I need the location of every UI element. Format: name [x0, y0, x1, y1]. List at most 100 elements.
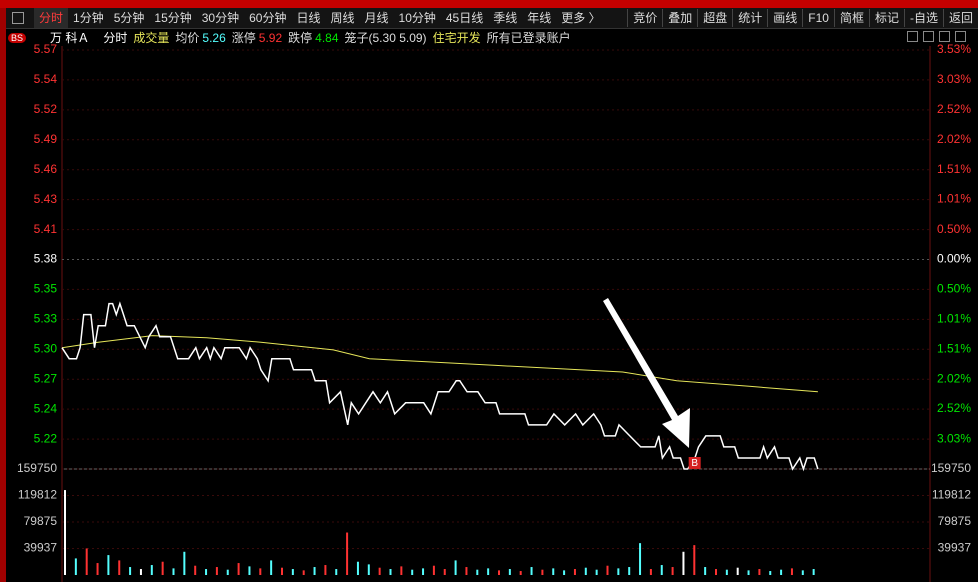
tool-button[interactable]: 简框	[833, 9, 869, 27]
window-icons	[907, 31, 966, 42]
y-tick-label: 5.41	[34, 222, 58, 236]
y-tick-label: 5.33	[34, 312, 58, 326]
period-tab[interactable]: 年线	[527, 11, 552, 25]
period-tab[interactable]: 45日线	[445, 11, 484, 25]
tool-button[interactable]: F10	[802, 9, 834, 27]
period-tab[interactable]: 15分钟	[154, 11, 192, 25]
title-bar	[0, 0, 978, 8]
sector[interactable]: 住宅开发	[432, 31, 481, 45]
volume-bar	[790, 568, 793, 575]
volume-bar	[725, 569, 728, 575]
side-strip	[0, 8, 6, 582]
y2-tick-label: 0.50%	[937, 281, 971, 295]
volume-bar	[595, 569, 598, 575]
y-tick-label: 5.27	[34, 371, 58, 385]
period-tab[interactable]: 5分钟	[113, 11, 145, 25]
cage: 笼子(5.30 5.09)	[344, 31, 427, 45]
volume-tick-label: 159750	[17, 461, 57, 475]
volume-bar	[465, 567, 468, 575]
y2-tick-label: 3.53%	[937, 42, 971, 56]
volume-bar	[259, 568, 262, 575]
volume-bar	[129, 567, 132, 575]
y2-tick-label: 1.01%	[937, 312, 971, 326]
average-line	[61, 335, 818, 393]
avg-label: 均价	[175, 31, 200, 45]
volume-bar	[573, 569, 576, 575]
volume-bar	[226, 569, 229, 575]
price-line	[61, 301, 819, 472]
volume-bar	[530, 567, 533, 575]
y2-tick-label: 1.51%	[937, 162, 971, 176]
icon-up[interactable]	[907, 31, 918, 42]
volume-bar	[498, 570, 500, 575]
volume-bar	[660, 565, 663, 575]
volume-bar	[812, 569, 815, 575]
period-tab[interactable]: 分时	[34, 8, 69, 28]
bs-badge[interactable]: BS	[8, 32, 27, 43]
volume-bar	[747, 570, 750, 575]
limit-up: 5.92	[258, 30, 283, 45]
period-tab[interactable]: 日线	[296, 11, 321, 25]
tool-button[interactable]: 标记	[868, 9, 904, 27]
volume-bar	[563, 570, 566, 575]
y2-tick-label: 1.51%	[937, 341, 971, 355]
volume-bar	[118, 560, 121, 575]
tool-button[interactable]: -自选	[903, 9, 943, 27]
tool-button[interactable]: 画线	[767, 9, 802, 27]
volume-bar	[801, 570, 804, 575]
volume-bar	[736, 567, 739, 575]
panel-icon[interactable]	[12, 12, 24, 24]
tool-button[interactable]: 统计	[732, 9, 767, 27]
volume-bar	[541, 569, 544, 575]
volume-bar	[758, 569, 761, 575]
y-tick-label: 5.54	[34, 72, 58, 86]
y-tick-label: 5.46	[34, 162, 58, 176]
y-tick-label: 5.30	[34, 341, 58, 355]
volume-bar	[671, 567, 674, 575]
tool-button[interactable]: 返回	[942, 9, 978, 27]
period-tab[interactable]: 60分钟	[249, 11, 287, 25]
period-tab[interactable]: 更多 〉	[561, 11, 601, 25]
y-tick-label: 5.35	[34, 282, 58, 296]
volume-bar	[85, 548, 88, 575]
icon-max[interactable]	[939, 31, 950, 42]
y-tick-label: 5.49	[34, 132, 58, 146]
volume-bar	[150, 565, 153, 575]
volume-bar	[356, 561, 359, 575]
toolbar: 分时 1分钟 5分钟 15分钟 30分钟 60分钟 日线 周线 月线 10分钟 45日线 季线 年线 更多…	[6, 8, 978, 29]
volume-bar	[74, 558, 77, 575]
tool-button[interactable]: 竞价	[627, 9, 662, 27]
tool-button[interactable]: 超盘	[697, 9, 732, 27]
volume-tick-label: 119812	[18, 488, 57, 502]
volume-bar	[248, 566, 251, 575]
y-tick-label: 5.24	[34, 401, 58, 415]
icon-minus[interactable]	[923, 31, 934, 42]
volume-bar	[780, 569, 783, 575]
period-tab[interactable]: 30分钟	[201, 11, 240, 25]
volume-bar	[628, 567, 631, 575]
limit-up-label: 涨停	[231, 31, 256, 45]
info-bar: BS 万 科Ａ 分时 成交量 均价 5.26 涨停 5.92 跌停 4.84 笼…	[6, 29, 978, 46]
period-tab[interactable]: 1分钟	[73, 11, 104, 25]
y2-tick-label: 2.52%	[937, 401, 971, 415]
y-tick-label: 5.43	[34, 192, 58, 206]
y2-tick-label: 2.52%	[937, 102, 971, 116]
volume-tick-label: 119812	[932, 488, 971, 502]
trade-marker	[688, 457, 701, 469]
volume-bar	[302, 570, 305, 575]
volume-bar	[606, 565, 609, 575]
period-tab[interactable]: 10分钟	[398, 11, 436, 25]
tool-button[interactable]: 叠加	[662, 9, 697, 27]
volume-bar	[107, 555, 110, 575]
volume-bar	[443, 569, 446, 575]
volume-bar	[335, 569, 338, 575]
icon-close[interactable]	[955, 31, 966, 42]
indicator: 成交量	[133, 31, 170, 45]
period-tab[interactable]: 季线	[493, 11, 518, 25]
y-tick-label: 5.57	[34, 42, 58, 56]
period-tab[interactable]: 月线	[364, 11, 389, 25]
trade-marker-label: B	[691, 458, 698, 469]
period-tab[interactable]: 周线	[330, 11, 355, 25]
y2-tick-label: 2.02%	[937, 372, 971, 386]
